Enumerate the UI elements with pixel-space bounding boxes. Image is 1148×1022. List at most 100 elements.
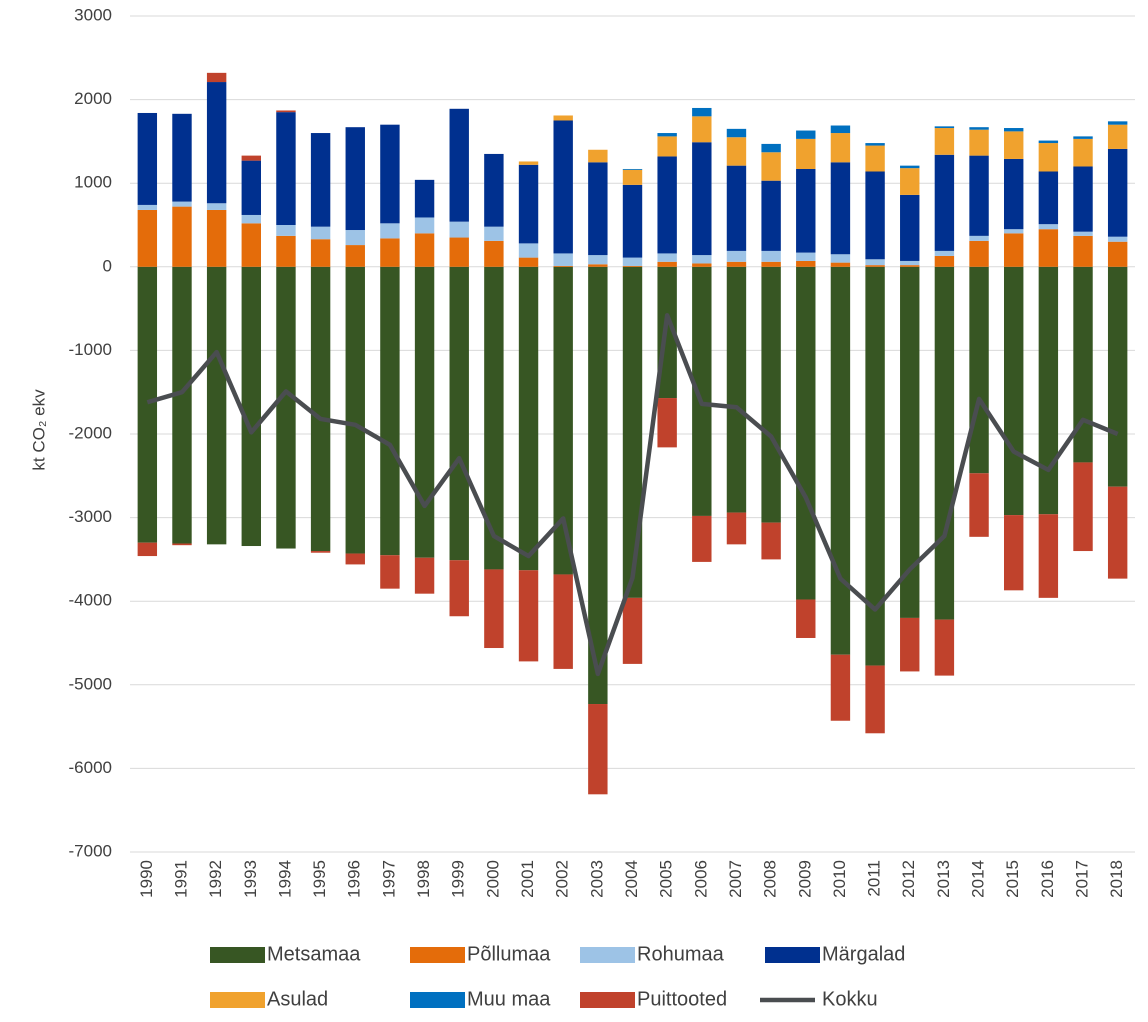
bar-segment (588, 162, 608, 256)
y-tick-label: 0 (103, 256, 112, 275)
bar-segment (1038, 224, 1059, 230)
legend-swatch (410, 992, 465, 1008)
bar-segment (1073, 462, 1093, 552)
bar-segment (796, 168, 816, 253)
bar-segment (692, 116, 712, 143)
bar-segment (830, 266, 851, 655)
x-tick-label: 2005 (657, 860, 676, 898)
bar-segment (449, 108, 469, 222)
bar-segment (172, 206, 192, 267)
bar-segment (900, 265, 920, 267)
bar-segment (241, 223, 261, 267)
x-tick-label: 2007 (726, 860, 745, 898)
bar-segment (969, 240, 989, 267)
legend-label: Rohumaa (637, 943, 725, 965)
bar-segment (414, 179, 435, 218)
bar-segment (518, 266, 539, 571)
bar-segment (449, 237, 469, 267)
bar-segment (553, 120, 573, 254)
bar-segment (241, 266, 261, 547)
x-tick-label: 2001 (518, 860, 537, 898)
bar-segment (622, 266, 643, 598)
bar-segment (865, 171, 885, 260)
bar-segment (380, 238, 400, 267)
x-tick-label: 1997 (379, 860, 398, 898)
bar-segment (1004, 158, 1024, 230)
x-tick-label: 1999 (449, 860, 468, 898)
bar-segment (310, 226, 331, 240)
bar-segment (137, 204, 158, 210)
bar-segment (622, 265, 643, 267)
bar-segment (414, 217, 435, 234)
bar-segment (796, 138, 816, 169)
bar-segment (172, 543, 192, 546)
y-tick-label: -2000 (69, 423, 112, 442)
bar-segment (518, 161, 539, 165)
bar-segment (865, 665, 885, 734)
bar-segment (1038, 514, 1059, 598)
bar-segment (934, 255, 955, 267)
bar-segment (900, 165, 920, 169)
bar-segment (449, 221, 469, 238)
bar-segment (1038, 140, 1059, 144)
bar-segment (553, 115, 573, 121)
x-tick-label: 2012 (899, 860, 918, 898)
bar-segment (380, 124, 400, 224)
bar-segment (657, 133, 677, 137)
bar-segment (796, 266, 816, 600)
bar-segment (761, 261, 781, 267)
bar-segment (657, 261, 677, 267)
legend-swatch (210, 947, 265, 963)
bar-segment (518, 243, 539, 258)
bar-segment (345, 245, 365, 267)
legend-label: Kokku (822, 988, 878, 1010)
bar-segment (1107, 124, 1128, 149)
x-tick-label: 2009 (795, 860, 814, 898)
bar-segment (865, 143, 885, 146)
bar-segment (137, 209, 158, 267)
bar-segment (553, 266, 573, 575)
bar-segment (241, 160, 261, 215)
bar-segment (726, 165, 747, 251)
bar-segment (276, 266, 296, 549)
x-tick-label: 2002 (553, 860, 572, 898)
legend-swatch (580, 992, 635, 1008)
bar-segment (1038, 171, 1059, 225)
x-tick-label: 1990 (137, 860, 156, 898)
bar-segment (588, 149, 608, 163)
bar-segment (934, 154, 955, 251)
bar-segment (865, 266, 885, 666)
bar-segment (726, 128, 747, 138)
bar-segment (310, 266, 331, 552)
bar-segment (449, 266, 469, 561)
legend-swatch (765, 947, 820, 963)
legend-label: Märgalad (822, 943, 905, 965)
bar-segment (1073, 136, 1093, 139)
bar-segment (380, 555, 400, 589)
bar-segment (484, 569, 504, 649)
bar-segment (969, 235, 989, 241)
bar-segment (830, 162, 851, 255)
bar-segment (345, 127, 365, 231)
bar-segment (726, 512, 747, 545)
y-tick-label: -4000 (69, 591, 112, 610)
x-tick-label: 1996 (345, 860, 364, 898)
bar-segment (934, 266, 955, 620)
bar-segment (1073, 231, 1093, 236)
bar-segment (865, 265, 885, 267)
bar-segment (276, 235, 296, 267)
bar-segment (692, 255, 712, 264)
bar-segment (310, 551, 331, 553)
bar-segment (657, 253, 677, 262)
bar-segment (726, 137, 747, 166)
x-tick-label: 2018 (1107, 860, 1126, 898)
bar-segment (588, 704, 608, 795)
line (146, 313, 1119, 677)
legend-swatch (410, 947, 465, 963)
bar-segment (657, 136, 677, 157)
bar-segment (726, 261, 747, 267)
x-tick-label: 2011 (865, 860, 884, 897)
bar-segment (830, 133, 851, 163)
bar-segment (484, 266, 504, 570)
x-tick-label: 1991 (171, 860, 190, 898)
